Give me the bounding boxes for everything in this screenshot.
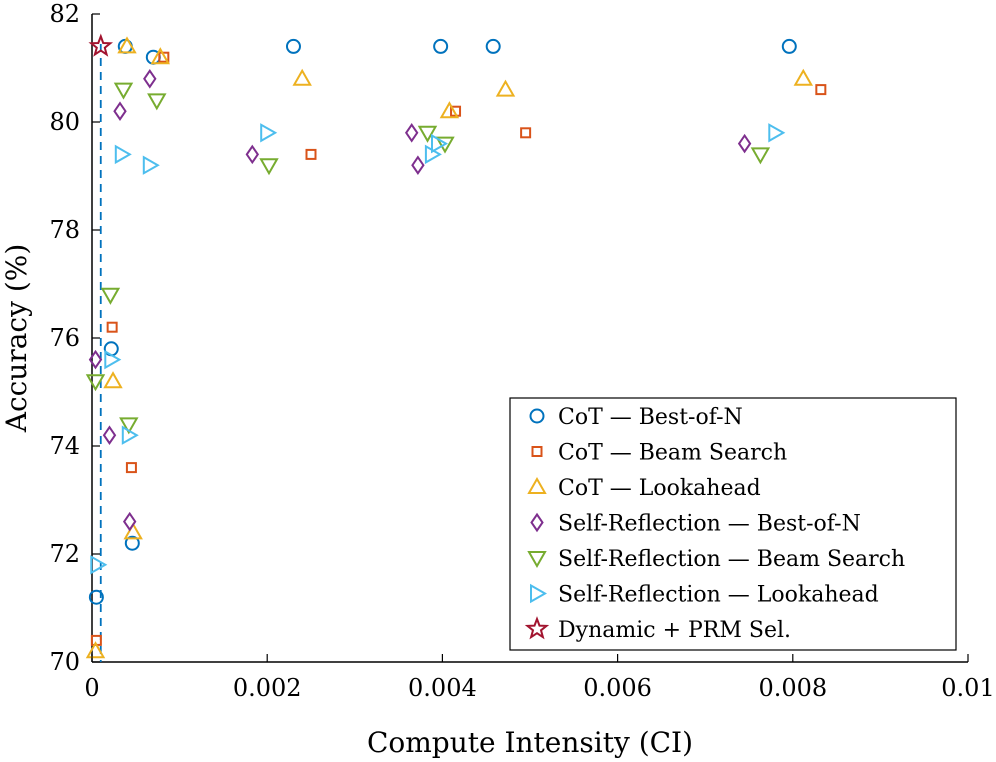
series-5-point <box>119 417 139 435</box>
legend-marker-1 <box>529 408 545 424</box>
legend-marker-4 <box>530 512 544 533</box>
series-6-point <box>768 123 786 143</box>
legend-marker-3 <box>527 476 547 494</box>
x-tick-label: 0 <box>84 674 99 702</box>
series-4-point <box>88 349 103 370</box>
y-axis-label: Accuracy (%) <box>0 244 33 434</box>
legend-label-5: Self-Reflection — Beam Search <box>558 547 905 572</box>
series-3-point <box>103 371 123 389</box>
series-3-point <box>439 101 460 119</box>
series-4-point <box>113 101 127 121</box>
legend-label-3: CoT — Lookahead <box>558 476 761 501</box>
series-3-point <box>495 79 516 97</box>
series-2-point <box>520 127 532 139</box>
y-tick-label: 76 <box>49 324 80 352</box>
series-5-point <box>113 82 134 100</box>
x-tick-label: 0.008 <box>758 674 827 702</box>
series-5-point <box>85 374 106 392</box>
series-3-point <box>85 641 106 659</box>
legend-marker-2 <box>531 446 543 457</box>
series-2-point <box>125 462 137 474</box>
series-4-point <box>404 123 419 143</box>
series-5-point <box>259 158 279 176</box>
series-5-point <box>417 125 438 143</box>
series-2-point <box>815 84 827 96</box>
series-1-point <box>124 535 140 551</box>
series-6-point <box>142 155 160 175</box>
legend-label-1: CoT — Best-of-N <box>558 405 743 430</box>
x-tick-label: 0.006 <box>583 674 652 702</box>
series-4-point <box>245 144 260 165</box>
legend-label-6: Self-Reflection — Lookahead <box>558 583 879 608</box>
series-5-point <box>435 136 455 154</box>
series-6-point <box>431 133 449 154</box>
series-7-point <box>88 33 114 57</box>
series-2-point <box>106 321 118 333</box>
plot-area <box>85 14 968 663</box>
x-tick-label: 0.01 <box>941 674 994 702</box>
series-5-point <box>750 147 771 165</box>
legend-label-4: Self-Reflection — Best-of-N <box>558 512 861 537</box>
y-tick-label: 70 <box>49 648 80 676</box>
legend-marker-6 <box>530 583 548 604</box>
series-2-point <box>305 148 317 160</box>
legend-box <box>509 397 957 651</box>
series-1-point <box>781 38 797 54</box>
series-6-point <box>260 123 278 143</box>
legend-label-2: CoT — Beam Search <box>558 441 787 466</box>
series-3-point <box>117 36 137 54</box>
series-6-point <box>121 425 139 445</box>
legend-marker-5 <box>527 551 547 569</box>
series-6-point <box>104 349 122 370</box>
series-1-point <box>88 589 104 605</box>
series-4-point <box>737 133 752 154</box>
series-1-point <box>433 38 449 54</box>
series-4-point <box>411 155 425 175</box>
series-3-point <box>150 47 171 65</box>
y-tick-label: 72 <box>49 540 80 568</box>
series-5-point <box>100 287 121 305</box>
series-1-point <box>285 38 301 54</box>
series-3-point <box>292 68 312 86</box>
series-4-point <box>102 425 117 445</box>
series-1-point <box>485 38 501 54</box>
series-4-point <box>143 69 157 89</box>
x-axis-label: Compute Intensity (CI) <box>367 726 693 759</box>
x-tick-label: 0.002 <box>233 674 302 702</box>
axis-ticks: 0 0.002 0.004 0.006 0.008 0.01 70 72 74 76 78 80 82 <box>49 0 994 702</box>
series-6-point <box>90 555 108 575</box>
x-tick-label: 0.004 <box>408 674 477 702</box>
series-4-point <box>122 511 137 532</box>
series-2-point <box>158 51 170 63</box>
series-3-point <box>123 522 143 540</box>
legend-label-7: Dynamic + PRM Sel. <box>558 618 791 643</box>
legend-marker-7 <box>524 616 550 640</box>
y-tick-label: 74 <box>49 432 80 460</box>
series-3-point <box>793 68 814 86</box>
y-tick-label: 82 <box>49 0 80 28</box>
series-6-point <box>114 144 132 165</box>
y-tick-label: 78 <box>49 216 80 244</box>
legend: CoT — Best-of-N CoT — Beam Search CoT — Lo… <box>509 397 957 651</box>
series-5-point <box>147 93 167 111</box>
y-tick-label: 80 <box>49 108 80 136</box>
